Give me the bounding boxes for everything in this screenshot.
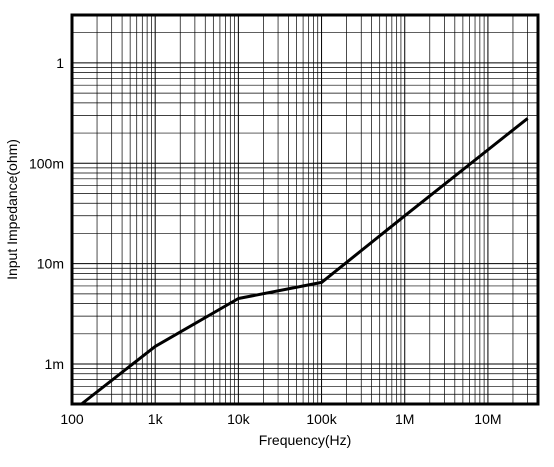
- y-tick-label: 1m: [45, 356, 64, 372]
- y-tick-label: 1: [56, 55, 64, 71]
- y-tick-labels: 1m 10m 100m 1: [29, 55, 64, 372]
- series-group: [80, 117, 529, 406]
- y-tick-label: 10m: [37, 256, 64, 272]
- y-tick-label: 100m: [29, 155, 64, 171]
- x-tick-label: 100: [60, 411, 84, 427]
- impedance-curve: [80, 117, 529, 406]
- plot-frame: [70, 13, 540, 406]
- grid: [72, 15, 538, 404]
- x-tick-label: 1k: [148, 411, 164, 427]
- x-tick-label: 1M: [395, 411, 414, 427]
- x-tick-label: 10k: [227, 411, 251, 427]
- x-tick-labels: 100 1k 10k 100k 1M 10M: [60, 411, 501, 427]
- y-axis-title: Input Impedance(ohm): [4, 139, 20, 280]
- x-tick-label: 100k: [306, 411, 337, 427]
- x-tick-label: 10M: [474, 411, 501, 427]
- x-axis-title: Frequency(Hz): [259, 432, 352, 448]
